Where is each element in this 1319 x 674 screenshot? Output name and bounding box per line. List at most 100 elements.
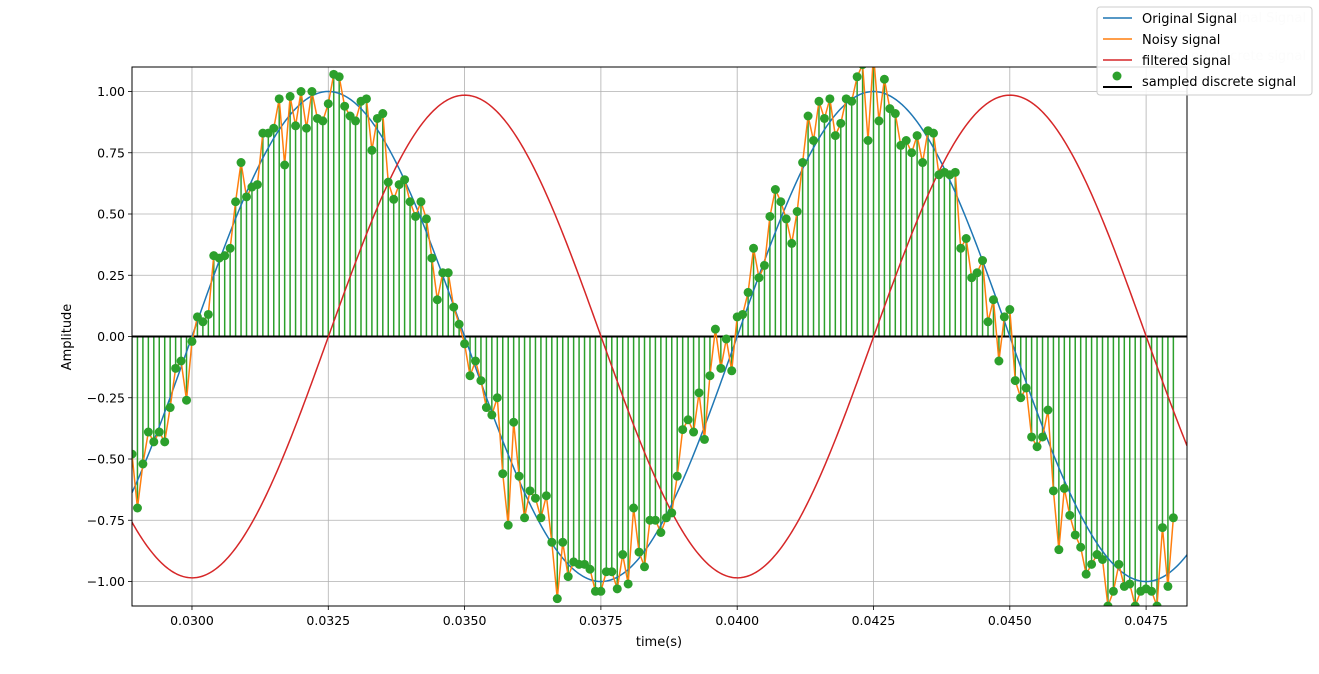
stem-marker: [1103, 601, 1113, 606]
stem-marker: [907, 148, 917, 158]
stem-marker: [798, 158, 808, 168]
stem-marker: [525, 486, 535, 496]
stem-marker: [361, 94, 371, 104]
stem-marker: [716, 363, 726, 373]
stem-marker: [1021, 383, 1031, 393]
stem-marker: [301, 123, 311, 133]
stem-marker: [132, 503, 142, 513]
stem-marker: [1065, 510, 1075, 520]
stem-marker: [830, 131, 840, 141]
stem-marker: [378, 109, 388, 119]
stem-marker: [809, 136, 819, 145]
x-tick-label: 0.0300: [170, 613, 214, 628]
stem-marker: [972, 268, 982, 278]
stem-marker: [492, 393, 502, 403]
stem-marker: [552, 594, 562, 604]
stem-marker: [296, 87, 306, 96]
legend-box: [1096, 6, 1313, 96]
stem-marker: [1125, 579, 1135, 589]
stem-marker: [274, 94, 284, 104]
stem-marker: [961, 234, 971, 243]
stem-marker: [470, 356, 480, 366]
y-tick-label: 0.50: [97, 207, 125, 222]
stem-marker: [1038, 432, 1048, 442]
stem-marker: [476, 376, 486, 386]
stem-marker: [1108, 586, 1118, 596]
stem-marker: [596, 586, 606, 596]
y-tick-label: 1.00: [97, 84, 125, 99]
stem-marker: [1163, 581, 1173, 591]
stem-marker: [509, 417, 519, 427]
stem-marker: [874, 116, 884, 126]
stem-marker: [978, 256, 988, 266]
stem-marker: [520, 513, 530, 523]
stem-marker: [879, 74, 889, 84]
legend-label-filtered-signal: filtered signal: [1142, 54, 1231, 69]
stem-marker: [443, 268, 453, 278]
stem-marker: [1087, 559, 1097, 569]
stem-marker: [460, 339, 470, 349]
stem-marker: [1076, 542, 1086, 552]
stem-marker: [1048, 486, 1058, 496]
stem-marker: [792, 207, 802, 217]
legend-swatch-sampled-marker: [1112, 71, 1122, 81]
stem-marker: [411, 211, 421, 221]
stem-marker: [770, 185, 780, 194]
stem-marker: [182, 395, 192, 405]
stem-marker: [710, 324, 720, 334]
stem-marker: [814, 96, 824, 106]
stem-marker: [1130, 601, 1140, 606]
x-tick-label: 0.0350: [443, 613, 487, 628]
stem-marker: [623, 579, 633, 589]
stem-marker: [1043, 405, 1053, 415]
stem-marker: [759, 260, 769, 270]
stem-marker: [503, 520, 513, 530]
stem-marker: [918, 158, 928, 168]
stem-marker: [994, 356, 1004, 366]
x-axis-ticks: 0.0300 0.0325 0.0350 0.0375 0.0400 0.0425 0.04…: [170, 606, 1168, 628]
y-axis-label: Amplitude: [60, 304, 75, 371]
stem-marker: [454, 319, 464, 329]
legend-label-original-signal: Original Signal: [1142, 12, 1237, 27]
y-axis-ticks: −1.00 −0.75 −0.50 −0.25 0.00 0.25 0.50 0.75 1.00: [87, 84, 132, 589]
stem-marker: [1168, 513, 1178, 523]
stem-marker: [307, 87, 317, 96]
stem-markers: [132, 67, 1178, 606]
stem-marker: [514, 471, 524, 481]
stem-marker: [269, 123, 279, 133]
stem-marker: [819, 113, 829, 123]
stem-marker: [727, 366, 737, 376]
stem-marker: [1070, 530, 1080, 540]
stem-marker: [541, 491, 551, 501]
stem-marker: [536, 513, 546, 523]
stem-marker: [143, 427, 153, 437]
stem-marker: [699, 434, 709, 444]
stem-marker: [318, 116, 328, 126]
stem-marker: [912, 131, 922, 141]
y-tick-label: 0.75: [97, 145, 125, 160]
stem-marker: [847, 96, 857, 106]
stem-marker: [765, 211, 775, 221]
y-tick-label: −0.75: [87, 513, 125, 528]
stem-marker: [547, 537, 557, 547]
y-tick-label: 0.25: [97, 268, 125, 283]
stem-marker: [405, 197, 415, 207]
stem-marker: [650, 515, 660, 525]
stem-marker: [1032, 442, 1042, 452]
stem-marker: [1027, 432, 1037, 442]
stem-marker: [280, 160, 290, 170]
stem-marker: [705, 371, 715, 381]
stem-marker: [640, 562, 650, 572]
stem-marker: [678, 425, 688, 435]
x-tick-label: 0.0425: [852, 613, 896, 628]
stem-marker: [1081, 569, 1091, 579]
stem-marker: [1147, 586, 1157, 596]
stem-marker: [498, 469, 508, 479]
stem-marker: [203, 309, 213, 319]
stem-marker: [198, 317, 208, 327]
stem-marker: [738, 309, 748, 319]
stem-marker: [416, 197, 426, 207]
legend-label-sampled-discrete-signal: sampled discrete signal: [1142, 75, 1296, 90]
stem-marker: [465, 371, 475, 381]
